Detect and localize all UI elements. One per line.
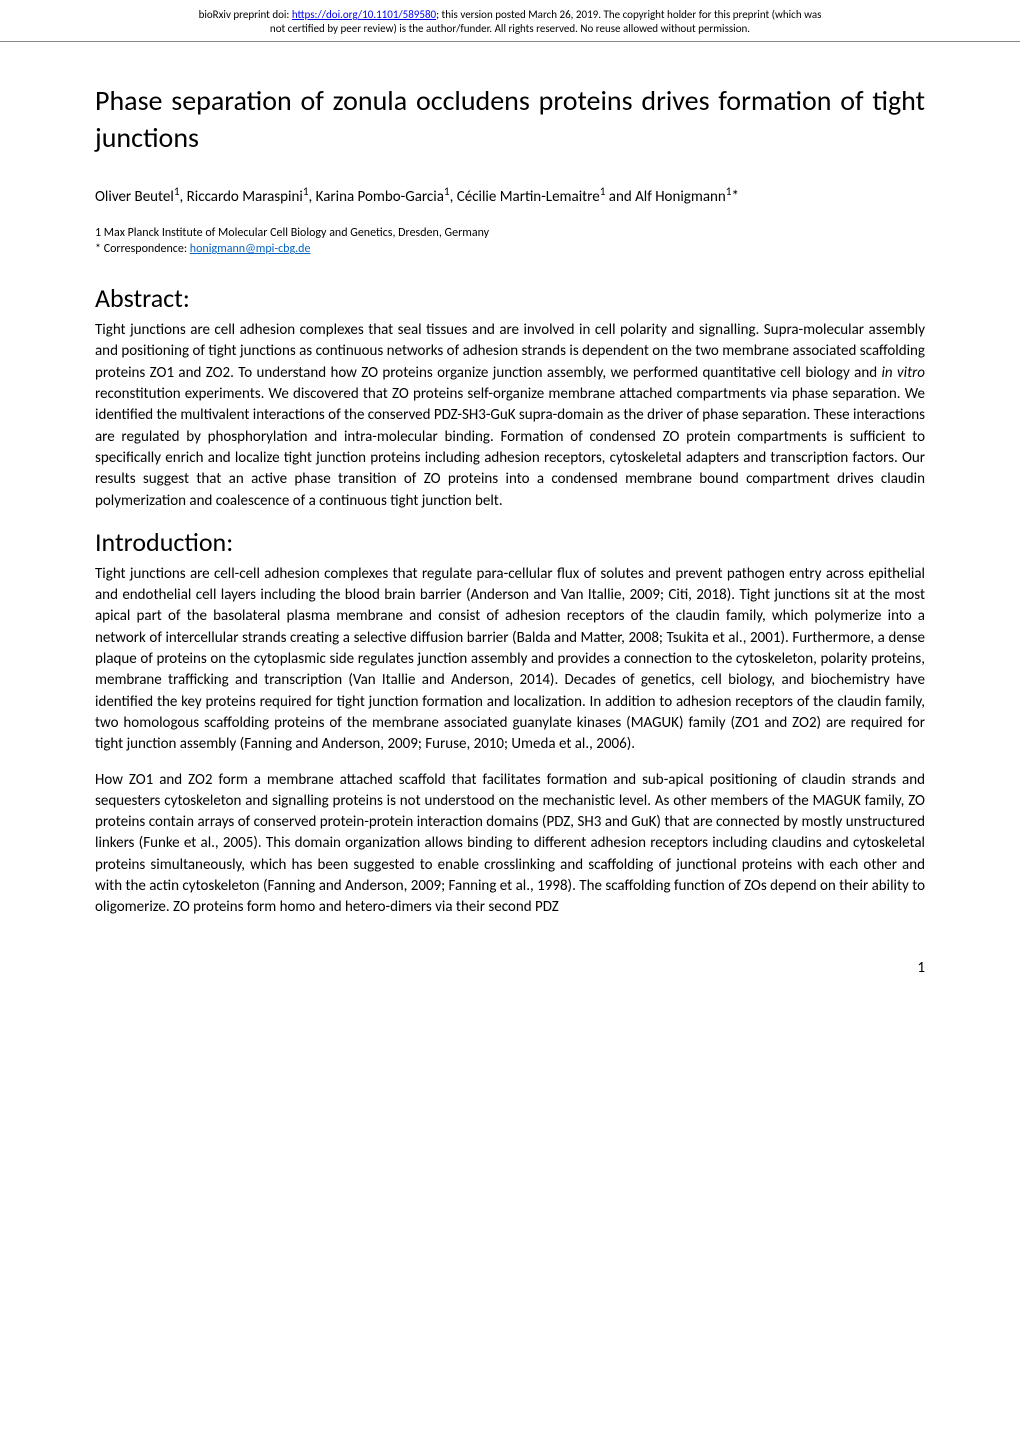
abstract-italic: in vitro [881,364,925,382]
header-prefix: bioRxiv preprint doi: [199,8,292,21]
affiliation: 1 Max Planck Institute of Molecular Cell… [95,226,925,240]
doi-link[interactable]: https://doi.org/10.1101/589580 [292,8,436,21]
paper-title: Phase separation of zonula occludens pro… [95,82,925,158]
page-content: Phase separation of zonula occludens pro… [0,42,1020,949]
header-suffix: ; this version posted March 26, 2019. Th… [436,8,821,21]
authors-list: Oliver Beutel1, Riccardo Maraspini1, Kar… [95,187,925,208]
preprint-header: bioRxiv preprint doi: https://doi.org/10… [0,0,1020,42]
abstract-before: Tight junctions are cell adhesion comple… [95,321,925,382]
correspondence-prefix: * Correspondence: [95,242,190,256]
introduction-heading: Introduction: [95,526,925,558]
correspondence-email[interactable]: honigmann@mpi-cbg.de [190,242,311,256]
header-line2: not certified by peer review) is the aut… [270,22,750,35]
correspondence: * Correspondence: honigmann@mpi-cbg.de [95,242,925,256]
introduction-para2: How ZO1 and ZO2 form a membrane attached… [95,770,925,919]
introduction-para1: Tight junctions are cell-cell adhesion c… [95,564,925,756]
abstract-heading: Abstract: [95,282,925,314]
abstract-after: reconstitution experiments. We discovere… [95,385,925,509]
page-number: 1 [0,949,1020,997]
abstract-text: Tight junctions are cell adhesion comple… [95,320,925,512]
